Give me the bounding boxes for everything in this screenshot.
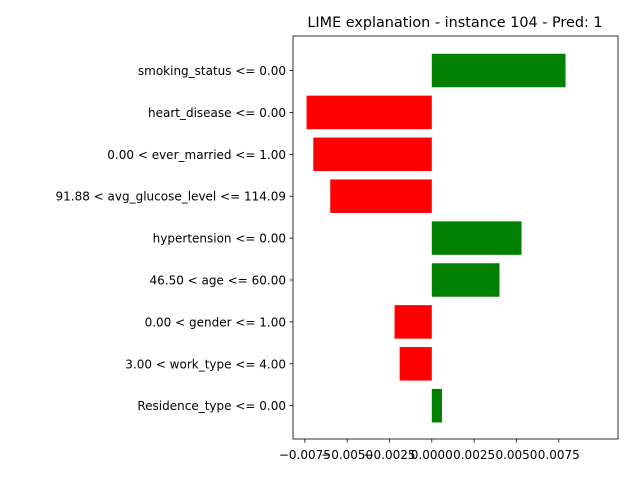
x-tick-label: 0.0075 (538, 448, 580, 462)
chart-title: LIME explanation - instance 104 - Pred: … (307, 15, 602, 31)
bar-4 (330, 179, 432, 213)
x-tick-label: −0.0075 (279, 448, 331, 462)
y-tick-label: heart_disease <= 0.00 (148, 106, 286, 120)
bar-8 (399, 347, 432, 381)
bar-7 (394, 305, 432, 339)
y-tick-label: 3.00 < work_type <= 4.00 (125, 357, 286, 371)
y-tick-label: smoking_status <= 0.00 (138, 64, 286, 78)
bar-9 (431, 388, 442, 423)
y-tick-label: Residence_type <= 0.00 (137, 399, 286, 413)
x-tick-label: −0.0050 (321, 448, 373, 462)
bars-layer (306, 53, 566, 423)
bar-3 (313, 137, 432, 172)
bar-6 (431, 263, 500, 297)
x-tick-label: 0.0000 (411, 448, 453, 462)
y-tick-labels: smoking_status <= 0.00 heart_disease <= 0… (55, 64, 293, 413)
bar-2 (306, 95, 432, 130)
y-tick-label: 91.88 < avg_glucose_level <= 114.09 (55, 190, 286, 204)
y-tick-label: 0.00 < ever_married <= 1.00 (107, 148, 286, 162)
y-tick-label: 46.50 < age <= 60.00 (150, 274, 286, 288)
x-tick-label: 0.0025 (453, 448, 495, 462)
bar-5 (431, 221, 522, 255)
y-tick-label: hypertension <= 0.00 (153, 232, 286, 246)
plot-area-frame (292, 35, 619, 440)
x-tick-label: −0.0025 (363, 448, 415, 462)
x-tick-label: 0.0050 (495, 448, 537, 462)
y-tick-label: 0.00 < gender <= 1.00 (145, 315, 286, 329)
bar-1 (431, 53, 566, 88)
